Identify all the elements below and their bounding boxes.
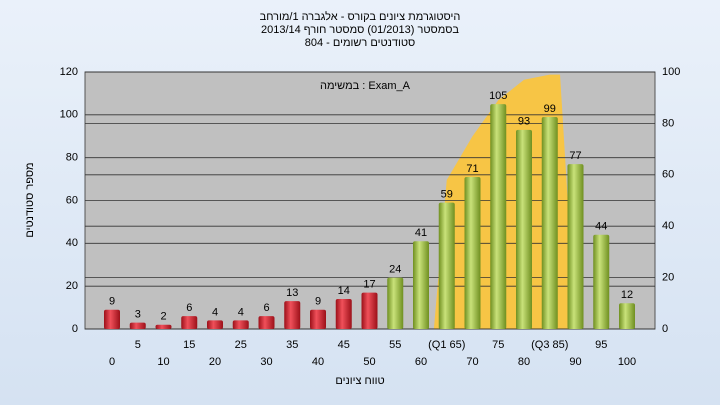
y2-tick-label: 100 — [662, 66, 680, 78]
value-label: 93 — [518, 116, 530, 128]
bar — [207, 320, 223, 329]
x-tick-label: 10 — [157, 356, 169, 368]
bar — [490, 104, 507, 329]
bar — [567, 164, 584, 329]
bar — [181, 316, 198, 329]
x-tick-label: 30 — [260, 356, 272, 368]
x-tick-label: 40 — [312, 356, 324, 368]
x-tick-label: 45 — [338, 339, 350, 351]
x-tick-label: 0 — [109, 356, 115, 368]
x-tick-label: (Q1 65) — [428, 339, 465, 351]
y-tick-label: 0 — [72, 323, 78, 335]
bar — [361, 292, 378, 329]
x-axis-label: טווח ציונים — [335, 375, 384, 387]
value-label: 4 — [212, 306, 218, 318]
value-label: 44 — [595, 221, 607, 233]
bar — [155, 324, 172, 329]
y-tick-label: 60 — [66, 194, 78, 206]
y2-tick-label: 0 — [662, 323, 668, 335]
value-label: 4 — [238, 306, 244, 318]
value-label: 9 — [109, 296, 115, 308]
chart-subtitle: בסמסטר (01/2013) סמסטר חורף 2013/14 — [261, 24, 459, 36]
y-tick-label: 120 — [60, 66, 78, 78]
x-tick-label: 55 — [389, 339, 401, 351]
x-tick-label: 20 — [209, 356, 221, 368]
bar — [310, 309, 326, 329]
y-tick-label: 20 — [66, 280, 78, 292]
x-tick-label: 25 — [235, 339, 247, 351]
y2-tick-label: 20 — [662, 272, 674, 284]
value-label: 9 — [315, 296, 321, 308]
y2-tick-label: 40 — [662, 220, 674, 232]
value-label: 71 — [466, 163, 478, 175]
x-tick-label: 50 — [363, 356, 375, 368]
x-tick-label: 60 — [415, 356, 427, 368]
value-label: 41 — [415, 227, 427, 239]
bar — [593, 234, 610, 329]
x-tick-label: 70 — [466, 356, 478, 368]
y-tick-label: 40 — [66, 237, 78, 249]
bar — [619, 303, 635, 329]
x-tick-label: 15 — [183, 339, 195, 351]
bar — [413, 241, 429, 329]
x-tick-label: 100 — [618, 356, 636, 368]
x-tick-label: 90 — [569, 356, 581, 368]
bar — [541, 116, 558, 329]
bar — [464, 176, 481, 329]
value-label: 59 — [441, 189, 453, 201]
bar — [516, 129, 532, 329]
bar — [438, 202, 455, 329]
bar — [129, 322, 146, 329]
x-tick-label: 80 — [518, 356, 530, 368]
x-tick-label: 5 — [135, 339, 141, 351]
value-label: 24 — [389, 264, 401, 276]
bar — [104, 309, 120, 329]
bar — [387, 277, 404, 329]
bar — [335, 299, 352, 329]
x-tick-label: 95 — [595, 339, 607, 351]
x-tick-label: (Q3 85) — [531, 339, 568, 351]
value-label: 12 — [621, 289, 633, 301]
y-axis-label: מספר סטודנטים — [24, 162, 36, 237]
bar — [284, 301, 301, 329]
bar — [258, 316, 275, 329]
y2-tick-label: 80 — [662, 117, 674, 129]
value-label: 3 — [135, 308, 141, 320]
value-label: 6 — [263, 302, 269, 314]
chart-subtitle: סטודנטים רשומים - 804 — [305, 37, 416, 49]
value-label: 99 — [544, 103, 556, 115]
y2-tick-label: 60 — [662, 169, 674, 181]
value-label: 77 — [569, 150, 581, 162]
annotation: במשימה : Exam_A — [320, 80, 411, 92]
chart-title: היסטוגרמת ציונים בקורס - אלגברה 1/מורחב — [260, 10, 461, 23]
value-label: 17 — [363, 278, 375, 290]
value-label: 13 — [286, 287, 298, 299]
y-tick-label: 100 — [60, 109, 78, 121]
value-label: 14 — [338, 285, 350, 297]
y-tick-label: 80 — [66, 152, 78, 164]
x-tick-label: 35 — [286, 339, 298, 351]
x-tick-label: 75 — [492, 339, 504, 351]
value-label: 105 — [489, 90, 507, 102]
value-label: 2 — [160, 311, 166, 323]
value-label: 6 — [186, 302, 192, 314]
bar — [232, 320, 249, 329]
